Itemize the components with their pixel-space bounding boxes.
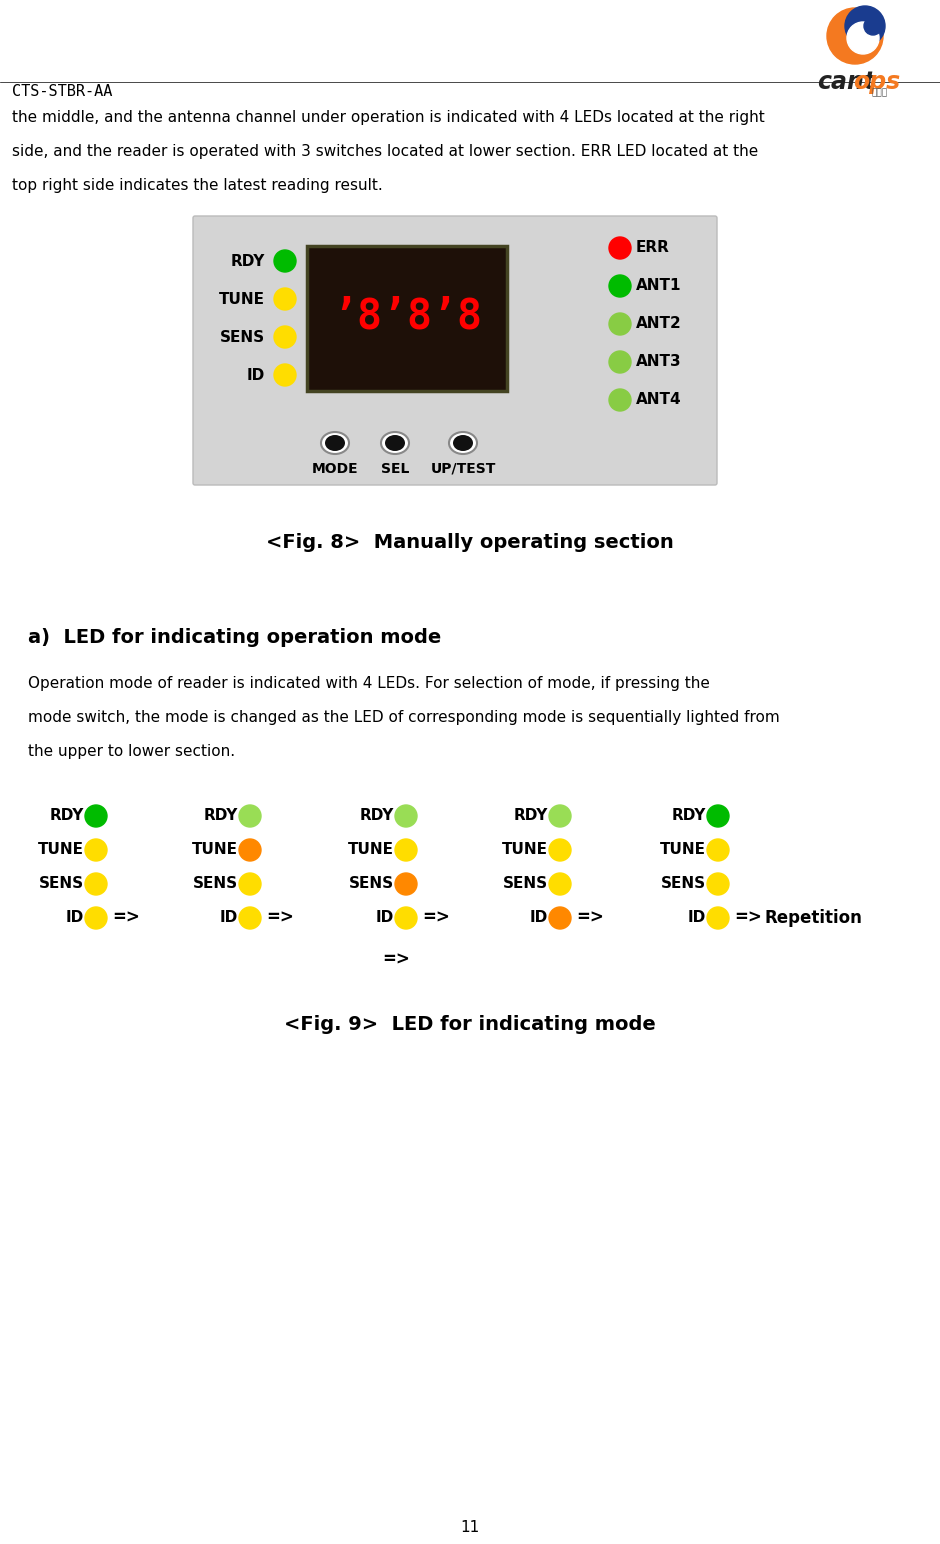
Text: RDY: RDY	[230, 253, 265, 269]
Circle shape	[395, 906, 417, 929]
Text: ops: ops	[853, 69, 901, 94]
Circle shape	[549, 872, 571, 896]
Text: Repetition: Repetition	[764, 909, 862, 926]
Circle shape	[85, 838, 107, 862]
Circle shape	[707, 804, 729, 828]
Ellipse shape	[453, 435, 473, 451]
Circle shape	[274, 364, 296, 386]
Circle shape	[549, 804, 571, 828]
Circle shape	[847, 22, 879, 54]
Circle shape	[845, 6, 885, 46]
Text: SENS: SENS	[349, 877, 394, 891]
Circle shape	[395, 838, 417, 862]
Text: ID: ID	[220, 911, 238, 925]
Text: RDY: RDY	[50, 809, 84, 823]
Text: SEL: SEL	[381, 462, 409, 476]
Text: RDY: RDY	[204, 809, 238, 823]
Text: =>: =>	[266, 909, 294, 926]
Text: RDY: RDY	[671, 809, 706, 823]
Text: mode switch, the mode is changed as the LED of corresponding mode is sequentiall: mode switch, the mode is changed as the …	[28, 710, 780, 726]
Text: UP/TEST: UP/TEST	[431, 462, 495, 476]
Circle shape	[609, 350, 631, 374]
Text: SENS: SENS	[220, 329, 265, 344]
Text: =>: =>	[734, 909, 762, 926]
Text: SENS: SENS	[503, 877, 548, 891]
Text: ID: ID	[246, 367, 265, 383]
Text: ANT2: ANT2	[636, 317, 681, 332]
Text: RDY: RDY	[360, 809, 394, 823]
Text: MODE: MODE	[312, 462, 358, 476]
Text: cant: cant	[817, 69, 875, 94]
Text: top right side indicates the latest reading result.: top right side indicates the latest read…	[12, 178, 383, 193]
Circle shape	[395, 872, 417, 896]
Circle shape	[239, 906, 261, 929]
Circle shape	[85, 906, 107, 929]
Circle shape	[707, 838, 729, 862]
Text: TUNE: TUNE	[219, 292, 265, 307]
Text: =>: =>	[382, 951, 410, 970]
Text: ID: ID	[530, 911, 548, 925]
Circle shape	[609, 389, 631, 411]
Circle shape	[395, 804, 417, 828]
Circle shape	[827, 8, 883, 63]
Circle shape	[239, 804, 261, 828]
Text: side, and the reader is operated with 3 switches located at lower section. ERR L: side, and the reader is operated with 3 …	[12, 144, 759, 159]
Circle shape	[609, 313, 631, 335]
Circle shape	[239, 872, 261, 896]
Text: =>: =>	[576, 909, 603, 926]
Text: RDY: RDY	[513, 809, 548, 823]
Circle shape	[707, 906, 729, 929]
Text: 11: 11	[461, 1519, 479, 1535]
Text: SENS: SENS	[193, 877, 238, 891]
Text: ERR: ERR	[636, 241, 670, 255]
Text: Operation mode of reader is indicated with 4 LEDs. For selection of mode, if pre: Operation mode of reader is indicated wi…	[28, 676, 710, 692]
Circle shape	[239, 838, 261, 862]
Text: ANT3: ANT3	[636, 355, 681, 369]
Text: <Fig. 8>  Manually operating section: <Fig. 8> Manually operating section	[266, 533, 674, 553]
Ellipse shape	[385, 435, 405, 451]
FancyBboxPatch shape	[307, 245, 507, 391]
Text: CTS-STBR-AA: CTS-STBR-AA	[12, 83, 113, 99]
Text: ANT1: ANT1	[636, 278, 681, 293]
Text: the middle, and the antenna channel under operation is indicated with 4 LEDs loc: the middle, and the antenna channel unde…	[12, 110, 765, 125]
Circle shape	[549, 838, 571, 862]
Ellipse shape	[321, 432, 349, 454]
Text: TUNE: TUNE	[38, 843, 84, 857]
Text: SENS: SENS	[39, 877, 84, 891]
FancyBboxPatch shape	[193, 216, 717, 485]
Text: =>: =>	[422, 909, 450, 926]
Ellipse shape	[325, 435, 345, 451]
Circle shape	[609, 236, 631, 259]
Ellipse shape	[449, 432, 477, 454]
Circle shape	[864, 17, 882, 36]
Ellipse shape	[381, 432, 409, 454]
Text: =>: =>	[112, 909, 140, 926]
Circle shape	[274, 289, 296, 310]
Circle shape	[707, 872, 729, 896]
Circle shape	[85, 872, 107, 896]
Text: 캔탑스: 캔탑스	[872, 88, 888, 97]
Circle shape	[85, 804, 107, 828]
Circle shape	[274, 250, 296, 272]
Text: <Fig. 9>  LED for indicating mode: <Fig. 9> LED for indicating mode	[284, 1014, 656, 1034]
Text: TUNE: TUNE	[192, 843, 238, 857]
Text: ANT4: ANT4	[636, 392, 681, 408]
Text: ID: ID	[376, 911, 394, 925]
Text: TUNE: TUNE	[502, 843, 548, 857]
Text: the upper to lower section.: the upper to lower section.	[28, 744, 235, 760]
Text: a)  LED for indicating operation mode: a) LED for indicating operation mode	[28, 628, 441, 647]
Text: ID: ID	[688, 911, 706, 925]
Text: TUNE: TUNE	[348, 843, 394, 857]
Text: ID: ID	[66, 911, 84, 925]
Circle shape	[549, 906, 571, 929]
Circle shape	[274, 326, 296, 347]
Text: SENS: SENS	[661, 877, 706, 891]
Text: ’8’8’8: ’8’8’8	[332, 295, 482, 338]
Text: TUNE: TUNE	[660, 843, 706, 857]
Circle shape	[609, 275, 631, 296]
